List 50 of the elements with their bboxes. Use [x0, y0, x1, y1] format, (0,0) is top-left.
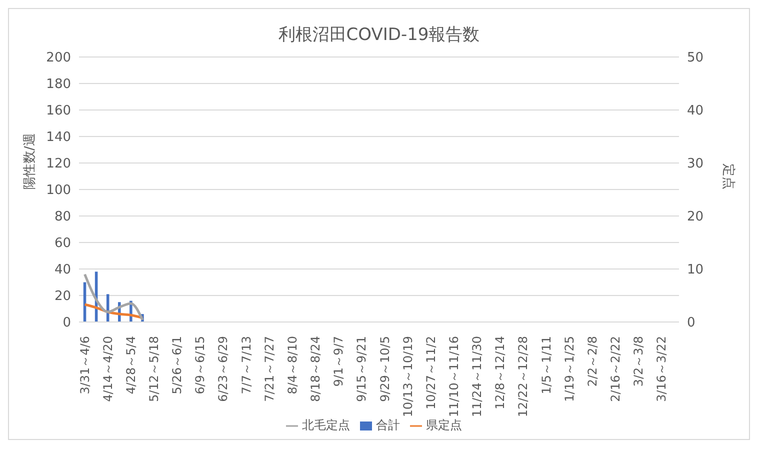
- x-tick-label: 2/16～2/22: [608, 336, 623, 402]
- x-tick-label: 3/2～3/8: [632, 336, 646, 387]
- x-tick-label: 6/9～6/15: [193, 336, 208, 394]
- y-axis-title: 陽性数/週: [22, 133, 38, 190]
- x-tick-label: 9/15～9/21: [354, 336, 369, 402]
- chart-title: 利根沼田COVID-19報告数: [277, 24, 481, 47]
- legend-label: 県定点: [426, 418, 462, 432]
- x-tick-label: 11/24～11/30: [470, 336, 484, 418]
- x-tick-label: 6/23～6/29: [216, 336, 230, 402]
- y-tick-label: 60: [54, 236, 71, 252]
- y-tick-label: 180: [46, 77, 71, 92]
- x-tick-label: 4/14～4/20: [100, 336, 115, 402]
- y-tick-label: 160: [46, 104, 71, 119]
- y-tick-label: 40: [54, 262, 71, 278]
- y2-tick-label: 40: [687, 104, 704, 119]
- x-tick-label: 9/1～9/7: [332, 336, 346, 387]
- x-tick-label: 10/13～10/19: [400, 336, 415, 418]
- y2-tick-label: 20: [687, 210, 704, 225]
- y2-tick-label: 0: [687, 316, 696, 331]
- y2-axis-title: 定点: [720, 164, 736, 190]
- x-tick-label: 1/19～1/25: [562, 336, 576, 402]
- x-tick-label: 3/16～3/22: [654, 336, 669, 402]
- y-tick-label: 100: [46, 183, 71, 198]
- x-tick-label: 7/7～7/13: [239, 336, 254, 394]
- x-tick-label: 7/21～7/27: [262, 336, 276, 402]
- x-tick-label: 8/4～8/10: [285, 336, 300, 394]
- x-tick-label: 10/27～11/2: [424, 336, 438, 410]
- y2-tick-label: 50: [687, 50, 704, 66]
- x-tick-label: 4/28～5/4: [124, 336, 138, 394]
- x-tick-label: 1/5～1/11: [539, 336, 554, 394]
- y2-tick-label: 30: [687, 156, 704, 172]
- y2-tick-label: 10: [687, 262, 704, 278]
- y-tick-label: 80: [54, 210, 71, 225]
- x-tick-label: 3/31～4/6: [78, 336, 92, 394]
- y-tick-label: 140: [46, 130, 71, 146]
- x-tick-label: 11/10～11/16: [447, 336, 461, 418]
- y-tick-label: 20: [54, 289, 71, 304]
- y-tick-label: 200: [46, 50, 71, 66]
- legend-label: 合計: [376, 418, 400, 432]
- line-series: [84, 273, 144, 322]
- x-tick-label: 12/8～12/14: [493, 336, 508, 410]
- x-tick-label: 2/2～2/8: [585, 336, 600, 387]
- x-tick-label: 9/29～10/5: [378, 336, 392, 402]
- y-tick-label: 120: [46, 156, 71, 172]
- x-tick-label: 8/18～8/24: [308, 336, 323, 402]
- x-tick-label: 5/12～5/18: [147, 336, 161, 402]
- legend-label: 北毛定点: [302, 418, 350, 432]
- x-tick-label: 12/22～12/28: [516, 336, 530, 418]
- y-tick-label: 0: [62, 316, 71, 331]
- x-tick-label: 5/26～6/1: [170, 336, 184, 394]
